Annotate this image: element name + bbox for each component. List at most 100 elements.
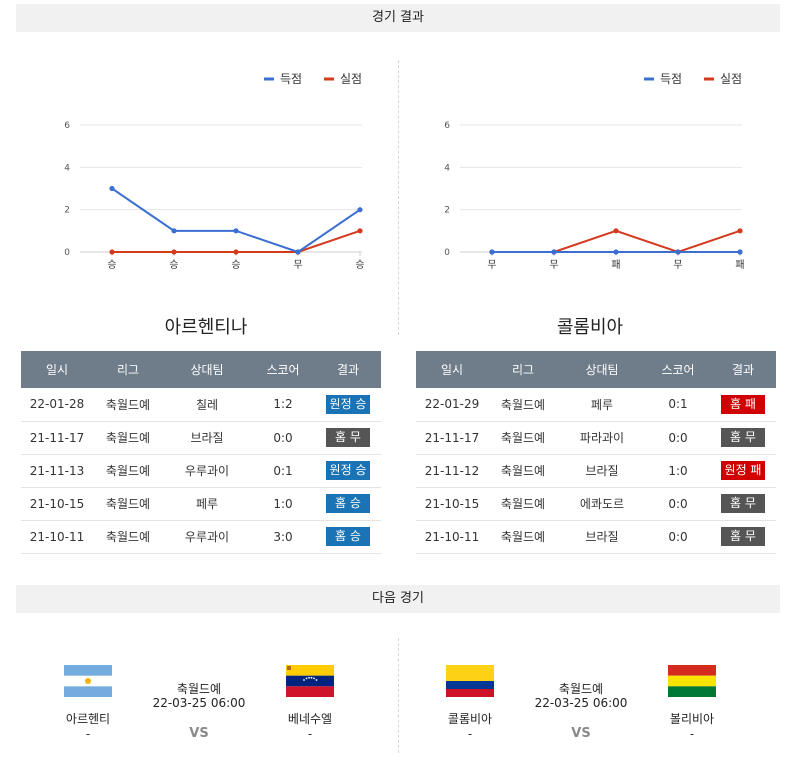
data-point-conceded	[613, 228, 619, 234]
x-tick-label: 승	[231, 259, 240, 271]
x-tick-label: 승	[169, 259, 178, 271]
legend-label: 실점	[720, 72, 742, 86]
away-team-name: 볼리비아	[669, 712, 715, 726]
data-point-scored	[171, 228, 177, 234]
y-tick-label: 2	[64, 206, 70, 216]
column-header: 상대팀	[558, 351, 646, 388]
y-tick-label: 0	[64, 248, 70, 258]
opponent-name: 에콰도르	[558, 487, 646, 521]
next-divider	[398, 638, 399, 753]
chart-legend: 득점 실점	[264, 72, 362, 86]
column-header: 결과	[315, 351, 381, 388]
argentina-flag-icon	[64, 665, 112, 697]
league-name: 축월드예	[93, 487, 163, 521]
league-name: 축월드예	[488, 421, 558, 455]
data-point-scored	[357, 207, 363, 213]
data-point-scored	[737, 249, 743, 255]
result-cell: 홈 무	[315, 421, 381, 455]
x-tick-label: 승	[107, 259, 116, 271]
column-header: 스코어	[251, 351, 315, 388]
data-point-conceded	[357, 228, 363, 234]
opponent-name: 페루	[163, 487, 251, 521]
data-point-scored	[233, 228, 239, 234]
table-row: 21-11-12 축월드예 브라질 1:0 원정 패	[416, 454, 776, 488]
league-name: 축월드예	[93, 388, 163, 422]
column-header: 상대팀	[163, 351, 251, 388]
match-date: 22-01-29	[416, 388, 488, 422]
league-name: 축월드예	[488, 454, 558, 488]
match-score: 1:0	[251, 487, 315, 521]
vs-label: VS	[571, 726, 591, 741]
y-tick-label: 2	[444, 206, 450, 216]
y-tick-label: 4	[64, 163, 70, 173]
league-name: 축월드예	[93, 421, 163, 455]
match-date: 21-10-15	[21, 487, 93, 521]
away-team-rank: -	[307, 727, 313, 741]
venezuela-flag-icon	[286, 665, 334, 697]
opponent-name: 브라질	[558, 520, 646, 554]
result-badge: 원정 승	[326, 394, 370, 414]
match-score: 0:0	[646, 421, 710, 455]
bolivia-flag-icon	[668, 665, 716, 697]
result-badge: 홈 패	[721, 394, 765, 414]
table-header-row: 일시 리그 상대팀 스코어 결과	[416, 351, 776, 388]
league-name: 축월드예	[93, 520, 163, 554]
column-header: 스코어	[646, 351, 710, 388]
table-row: 21-10-15 축월드예 에콰도르 0:0 홈 무	[416, 487, 776, 521]
opponent-name: 우루과이	[163, 454, 251, 488]
match-datetime: 22-03-25 06:00	[152, 696, 246, 710]
league-name: 축월드예	[488, 388, 558, 422]
result-badge: 원정 패	[721, 461, 765, 480]
next-section-title: 다음 경기	[16, 585, 780, 613]
table-row: 21-10-11 축월드예 브라질 0:0 홈 무	[416, 520, 776, 554]
opponent-name: 파라과이	[558, 421, 646, 455]
data-point-scored	[675, 249, 681, 255]
y-tick-label: 6	[444, 121, 450, 131]
y-tick-label: 0	[444, 248, 450, 258]
home-team-rank: -	[85, 727, 91, 741]
result-cell: 홈 승	[315, 520, 381, 554]
column-header: 일시	[416, 351, 488, 388]
away-team-rank: -	[689, 727, 695, 741]
opponent-name: 칠레	[163, 388, 251, 422]
league-name: 축월드예	[488, 520, 558, 554]
table-row: 21-11-17 축월드예 브라질 0:0 홈 무	[21, 421, 381, 455]
data-point-conceded	[171, 249, 177, 255]
match-date: 21-11-17	[416, 421, 488, 455]
colombia-flag-icon	[446, 665, 494, 697]
result-badge: 홈 무	[326, 428, 370, 447]
result-cell: 원정 승	[315, 454, 381, 488]
match-datetime: 22-03-25 06:00	[534, 696, 628, 710]
x-tick-label: 무	[549, 260, 558, 271]
legend-label: 득점	[280, 72, 302, 86]
home-team-rank: -	[467, 727, 473, 741]
result-cell: 홈 무	[710, 487, 776, 521]
match-score: 0:1	[646, 388, 710, 422]
result-badge: 원정 승	[326, 461, 370, 480]
column-divider	[398, 60, 399, 335]
result-cell: 홈 무	[710, 520, 776, 554]
result-cell: 홈 승	[315, 487, 381, 521]
result-badge: 홈 무	[721, 428, 765, 447]
team-title-argentina: 아르헨티나	[164, 317, 248, 338]
match-score: 3:0	[251, 520, 315, 554]
table-header-row: 일시 리그 상대팀 스코어 결과	[21, 351, 381, 388]
data-point-scored	[551, 249, 557, 255]
data-point-conceded	[737, 228, 743, 234]
legend-label: 실점	[340, 72, 362, 86]
match-date: 21-10-11	[21, 520, 93, 554]
match-date: 21-11-17	[21, 421, 93, 455]
match-league: 축월드예	[176, 682, 222, 696]
colombia-chart: 득점 실점 0 2 4 6 무 무 패 무 패	[444, 72, 744, 271]
match-score: 0:0	[646, 520, 710, 554]
home-team-name: 아르헨티	[65, 712, 111, 726]
result-badge: 홈 승	[326, 494, 370, 513]
series-line-scored	[111, 187, 361, 254]
table-row: 22-01-28 축월드예 칠레 1:2 원정 승	[21, 388, 381, 422]
table-row: 21-10-15 축월드예 페루 1:0 홈 승	[21, 487, 381, 521]
match-score: 1:2	[251, 388, 315, 422]
table-row: 21-11-17 축월드예 파라과이 0:0 홈 무	[416, 421, 776, 455]
opponent-name: 브라질	[163, 421, 251, 455]
result-cell: 원정 패	[710, 454, 776, 488]
data-point-scored	[109, 185, 115, 192]
